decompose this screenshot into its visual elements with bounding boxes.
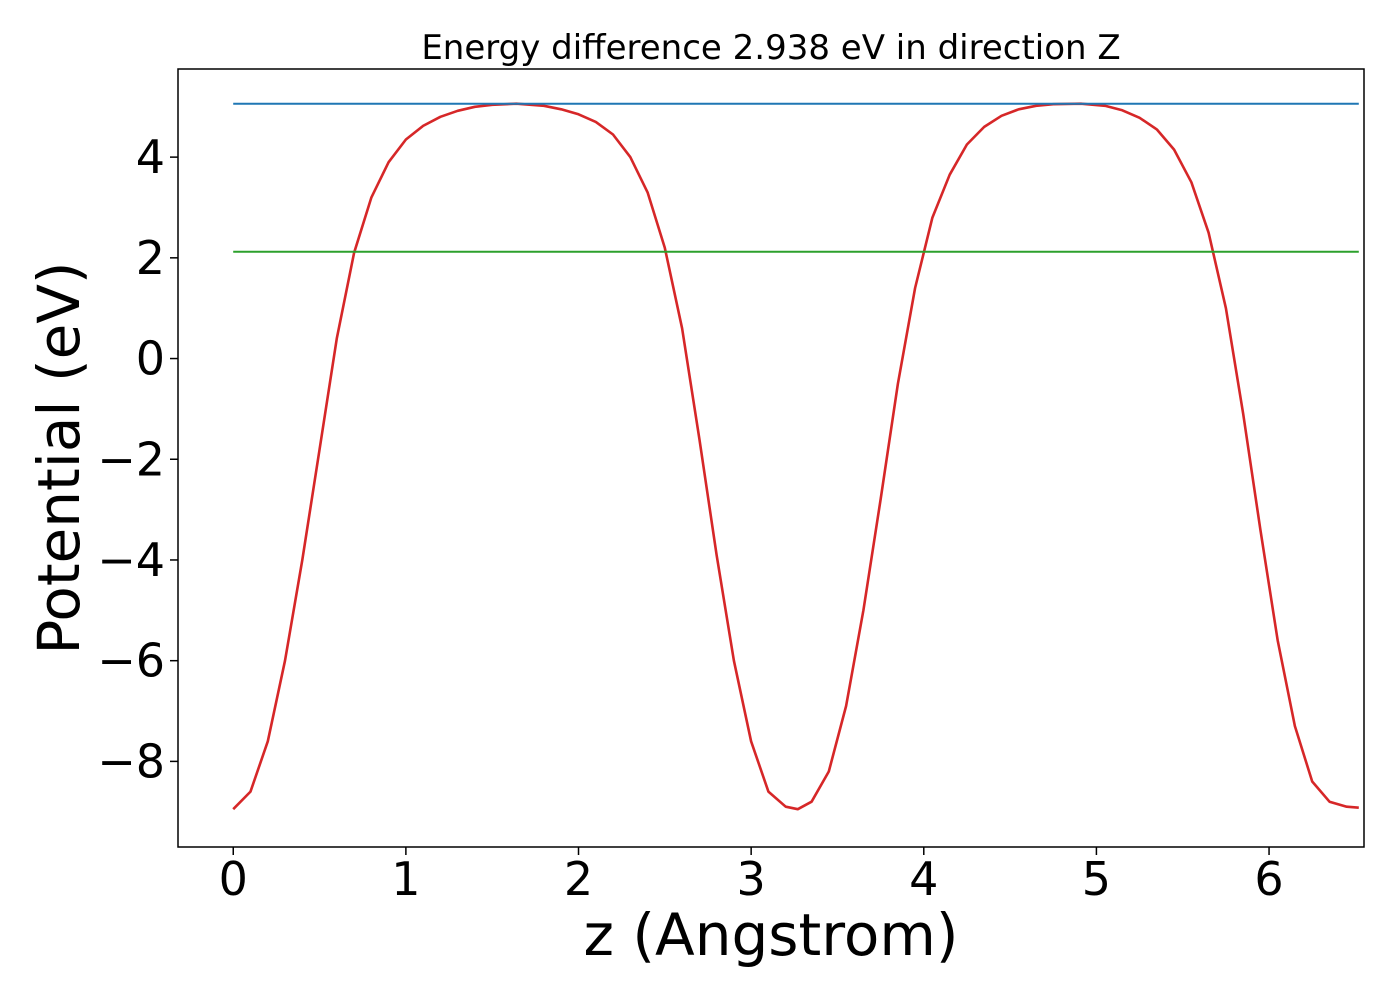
y-tick-label: −2 [97,432,165,486]
x-tick-label: 4 [909,852,938,906]
y-tick-label: 2 [136,231,165,285]
series-line-1 [232,102,1359,811]
y-tick-label: 4 [136,130,165,184]
series-layer [232,102,1359,811]
y-tick-label: −4 [97,533,165,587]
x-tick-label: 5 [1082,852,1111,906]
y-axis: −8 −6 −4 −2 0 2 4 [97,130,178,788]
y-axis-label: Potential (eV) [25,261,93,654]
plot-frame [177,68,1365,848]
x-tick-label: 0 [219,852,248,906]
chart-title: Energy difference 2.938 eV in direction … [421,28,1120,68]
x-tick-label: 2 [564,852,593,906]
x-tick-label: 1 [391,852,420,906]
x-axis-label: z (Angstrom) [584,901,959,969]
y-tick-label: −8 [97,734,165,788]
y-tick-label: 0 [136,332,165,386]
x-tick-label: 6 [1254,852,1283,906]
x-axis: 0 1 2 3 4 5 6 [219,847,1284,906]
y-tick-label: −6 [97,634,165,688]
x-tick-label: 3 [737,852,766,906]
